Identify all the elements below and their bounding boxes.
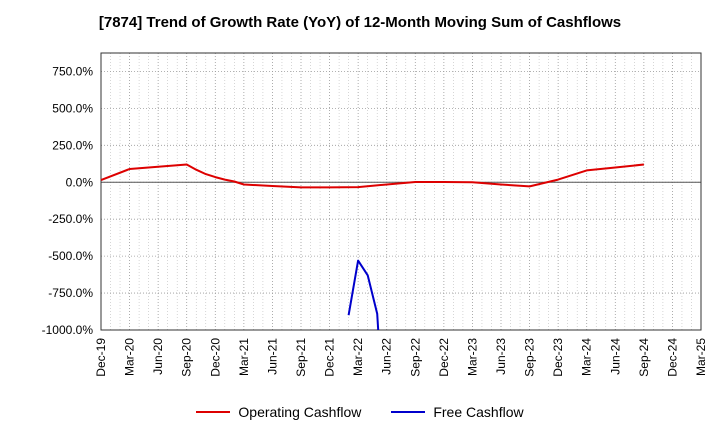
x-tick-label: Sep-20 [180,338,194,377]
y-tick-label: -500.0% [48,249,93,263]
chart-title: [7874] Trend of Growth Rate (YoY) of 12-… [98,14,622,31]
series-lines [100,163,645,331]
x-tick-label: Sep-24 [637,338,651,377]
x-tick-label: Dec-24 [665,338,679,377]
y-tick-label: 750.0% [52,64,93,78]
x-tick-label: Dec-23 [551,338,565,377]
x-tick-label: Sep-21 [294,338,308,377]
x-tick-label: Mar-21 [237,338,251,376]
y-tick-label: 500.0% [52,101,93,115]
legend: Operating Cashflow Free Cashflow [0,404,720,420]
x-tick-label: Mar-23 [465,338,479,376]
y-tick-label: 0.0% [66,175,94,189]
series-line-free-cashflow [347,259,380,331]
y-tick-label: -250.0% [48,212,93,226]
x-tick-label: Dec-22 [437,338,451,377]
plot-frame [100,52,702,331]
x-axis-ticks: Dec-19 Mar-20 Jun-20 Sep-20 Dec-20 Mar-21 Jun-… [94,338,708,377]
x-tick-label: Mar-20 [123,338,137,376]
x-tick-label: Jun-22 [380,338,394,375]
legend-swatch-operating [196,411,231,413]
x-tick-label: Sep-22 [408,338,422,377]
x-tick-label: Mar-25 [694,338,708,376]
legend-label-free: Free Cashflow [433,404,524,420]
x-tick-label: Mar-22 [351,338,365,376]
legend-label-operating: Operating Cashflow [238,404,362,420]
y-tick-label: -750.0% [48,286,93,300]
x-tick-label: Jun-21 [265,338,279,375]
x-tick-label: Dec-21 [323,338,337,377]
legend-item-operating-cashflow: Operating Cashflow [196,404,361,420]
legend-item-free-cashflow: Free Cashflow [391,404,524,420]
axes [100,52,702,331]
x-tick-label: Sep-23 [523,338,537,377]
y-tick-label: -1000.0% [42,323,94,337]
y-tick-label: 250.0% [52,138,93,152]
series-line-operating-cashflow [100,163,645,189]
grid [100,53,702,331]
x-tick-label: Jun-20 [151,338,165,375]
x-tick-label: Jun-23 [494,338,508,375]
x-tick-label: Jun-24 [608,338,622,375]
y-axis-ticks: 750.0% 500.0% 250.0% 0.0% -250.0% -500.0% -750… [42,64,94,337]
line-chart: 750.0% 500.0% 250.0% 0.0% -250.0% -500.0% -750… [42,52,708,377]
x-tick-label: Dec-19 [94,338,108,377]
x-tick-label: Mar-24 [580,338,594,376]
legend-swatch-free [391,411,426,413]
x-tick-label: Dec-20 [208,338,222,377]
